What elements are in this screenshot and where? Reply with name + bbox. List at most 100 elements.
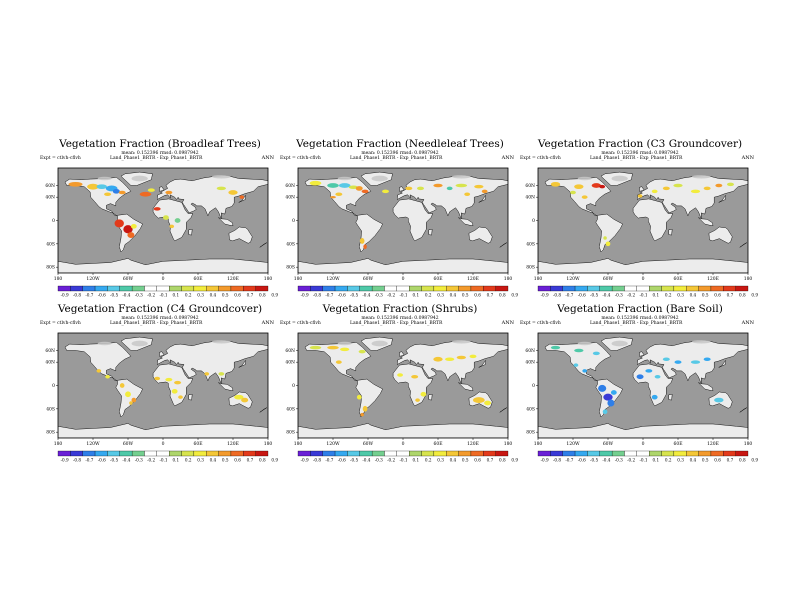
anomaly-region — [147, 188, 155, 192]
colorbar-swatch — [396, 450, 410, 457]
anomaly-region — [340, 347, 350, 352]
colorbar-swatch — [661, 285, 675, 292]
panel-expt-label: Expt = ctlvh-cflvh — [520, 156, 561, 161]
ice-patch — [371, 175, 388, 182]
ice-patch — [131, 175, 148, 182]
anomaly-region — [484, 400, 492, 406]
map-panel-bare-soil: Vegetation Fraction (Bare Soil) mean: 0.… — [520, 303, 760, 483]
anomaly-region — [309, 345, 322, 350]
colorbar-label: -0.9 — [541, 458, 549, 463]
colorbar-label: -0.7 — [85, 293, 93, 298]
anomaly-region — [599, 184, 606, 189]
landmass-madagascar — [428, 394, 433, 401]
panel-graphic: 180 120W 60W 0 60E 120E 180 60N 40N 0 40S 80S -0.9 -0… — [285, 332, 518, 463]
anomaly-region — [411, 375, 419, 379]
colorbar-label: 0.7 — [727, 293, 734, 298]
colorbar-swatch — [193, 285, 207, 292]
colorbar-swatch — [562, 450, 576, 457]
colorbar-label: -0.5 — [110, 293, 118, 298]
colorbar-label: 0.1 — [413, 293, 420, 298]
anomaly-region — [169, 224, 175, 229]
panel-season-label: ANN — [501, 320, 514, 326]
landmass-nz — [499, 242, 507, 248]
anomaly-region — [165, 190, 173, 195]
colorbar-swatch — [446, 450, 459, 457]
landmass-nz — [259, 407, 267, 413]
lat-tick-label: 80S — [526, 265, 535, 271]
colorbar-label: -0.5 — [350, 293, 358, 298]
colorbar-swatch — [57, 285, 71, 292]
colorbar-label: 0.9 — [271, 293, 278, 298]
landmass-indonesia — [698, 217, 714, 227]
colorbar-swatch — [82, 285, 96, 292]
landmass-japan — [238, 359, 247, 368]
lon-tick-label: 120W — [326, 441, 340, 447]
lat-tick-label: 40N — [45, 360, 55, 366]
lat-tick-label: 80S — [286, 430, 295, 436]
colorbar-swatch — [359, 285, 373, 292]
lon-tick-label: 120W — [326, 276, 340, 282]
anomaly-region — [87, 183, 99, 190]
colorbar-label: -0.4 — [122, 458, 130, 463]
anomaly-region — [445, 357, 455, 361]
panel-title: Vegetation Fraction (Broadleaf Trees) — [59, 138, 261, 150]
colorbar-label: 0.8 — [739, 458, 746, 463]
lon-tick-label: 60W — [123, 276, 134, 282]
ice-patch — [371, 340, 388, 347]
lat-tick-label: 80S — [46, 265, 55, 271]
ice-patch — [452, 340, 471, 344]
landmass-uk — [639, 351, 645, 357]
lat-tick-label: 60N — [525, 183, 535, 189]
ice-patch — [611, 340, 628, 347]
lat-tick-label: 0 — [52, 218, 55, 224]
panel-expt-label: Expt = ctlvh-cflvh — [520, 321, 561, 326]
anomaly-region — [361, 189, 369, 194]
lon-tick-label: 120E — [227, 276, 239, 282]
colorbar-label: -0.8 — [553, 293, 561, 298]
lon-tick-label: 180 — [744, 441, 753, 447]
colorbar-swatch — [206, 450, 219, 457]
lon-tick-label: 120W — [566, 441, 580, 447]
ice-patch — [212, 175, 231, 179]
colorbar-label: 0.9 — [271, 458, 278, 463]
colorbar-label: -0.9 — [541, 293, 549, 298]
colorbar-swatch — [483, 285, 496, 292]
colorbar-swatch — [495, 450, 509, 457]
landmass-uk — [639, 186, 645, 192]
landmass-africa — [632, 198, 674, 242]
colorbar-label: 0.7 — [487, 458, 494, 463]
colorbar-swatch — [230, 285, 244, 292]
panel-expt-label: Expt = ctlvh-cflvh — [40, 156, 81, 161]
landmass-nz — [739, 407, 747, 413]
landmass-africa — [152, 363, 194, 407]
colorbar-swatch — [698, 285, 712, 292]
anomaly-region — [420, 391, 427, 397]
colorbar-swatch — [193, 450, 207, 457]
lat-tick-label: 40N — [525, 195, 535, 201]
colorbar-label: -0.7 — [565, 293, 573, 298]
map-area — [58, 168, 268, 273]
landmass-japan — [238, 194, 247, 203]
colorbar-swatch — [624, 450, 637, 457]
colorbar-label: -0.3 — [615, 458, 623, 463]
colorbar-swatch — [409, 450, 422, 457]
colorbar-label: 0.6 — [714, 458, 721, 463]
lat-tick-label: 60N — [285, 183, 295, 189]
colorbar-swatch — [698, 450, 712, 457]
anomaly-region — [130, 224, 137, 229]
colorbar-label: 0.1 — [413, 458, 420, 463]
anomaly-region — [592, 351, 600, 356]
colorbar-swatch — [470, 285, 484, 292]
colorbar-label: -0.6 — [98, 293, 106, 298]
anomaly-region — [119, 383, 125, 388]
lon-tick-label: 180 — [534, 276, 543, 282]
lon-tick-label: 60E — [673, 441, 682, 447]
colorbar-swatch — [723, 285, 736, 292]
colorbar-swatch — [107, 285, 120, 292]
colorbar-label: 0.8 — [499, 293, 506, 298]
anomaly-region — [574, 348, 584, 353]
colorbar-label: 0.4 — [450, 458, 457, 463]
anomaly-region — [433, 183, 443, 188]
lon-tick-label: 180 — [54, 441, 63, 447]
lat-tick-label: 40N — [45, 195, 55, 201]
